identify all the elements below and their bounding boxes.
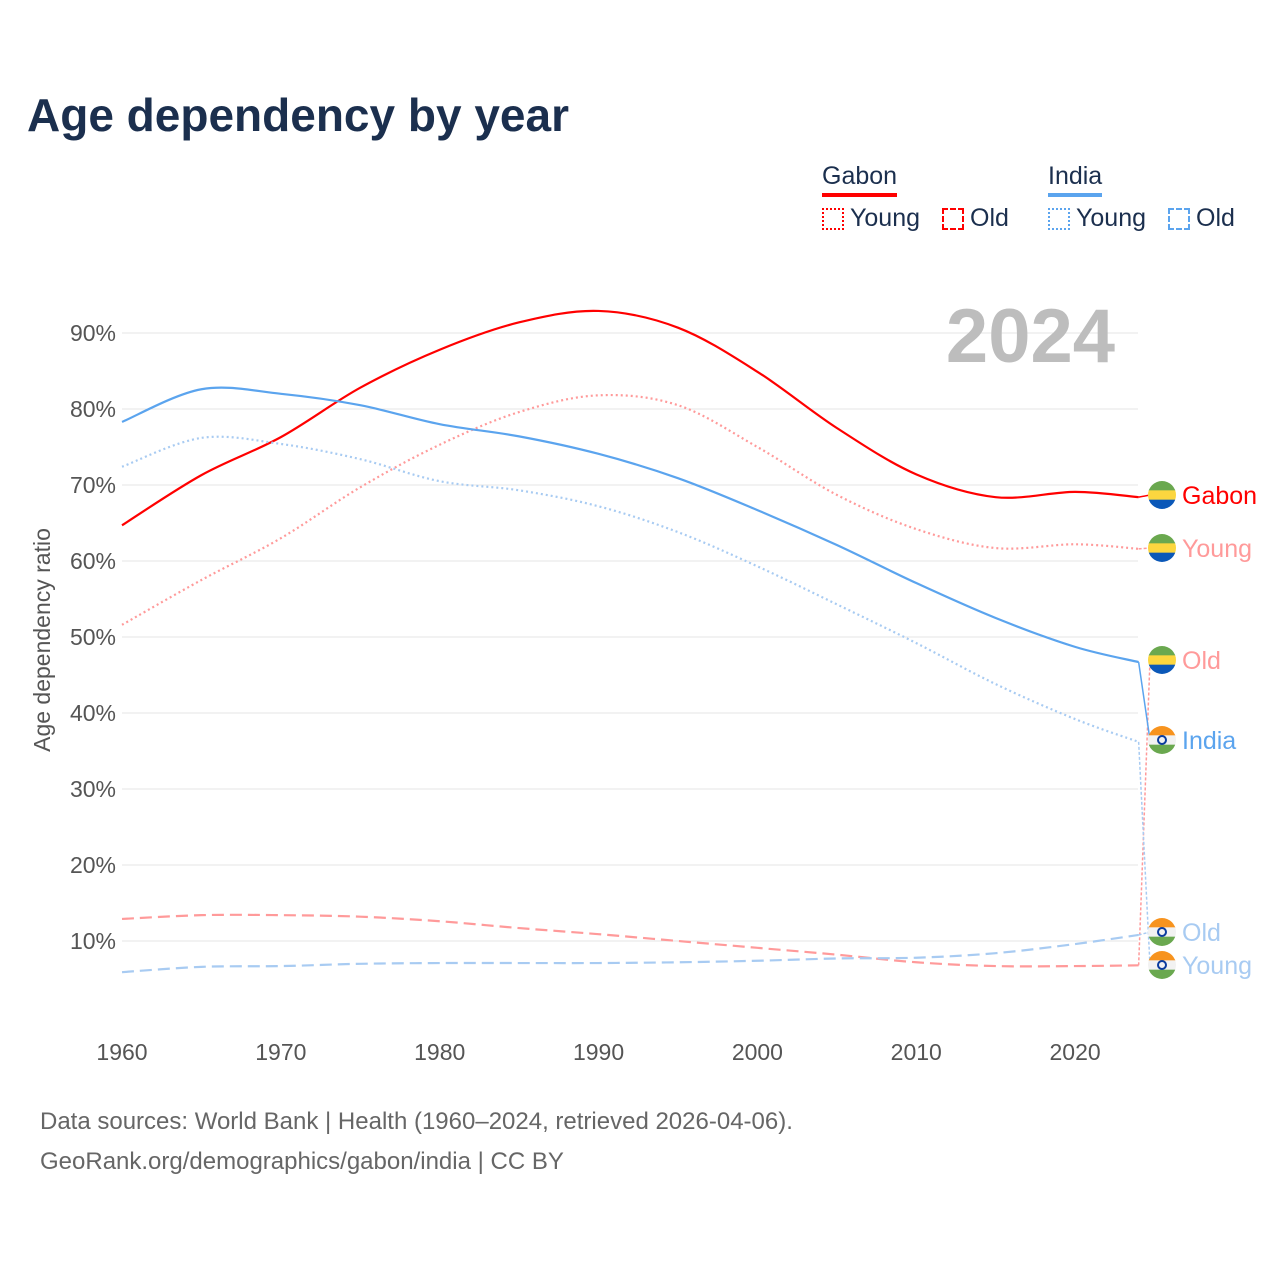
x-tick-label: 2000 [732, 1039, 783, 1065]
legend-gabon-young: Young [822, 204, 920, 233]
label-connector [1138, 931, 1151, 936]
legend-india: India [1048, 162, 1103, 197]
source-url: GeoRank.org/demographics/gabon/india | C… [40, 1148, 564, 1175]
y-axis-label: Age dependency ratio [29, 528, 55, 752]
series-line-india [121, 386, 1139, 664]
series-end-label: Gabon [1182, 482, 1257, 510]
india-flag-icon [1148, 918, 1176, 946]
year-watermark: 2024 [946, 294, 1115, 379]
dotted-swatch-icon [1048, 207, 1070, 230]
source-text: Data sources: World Bank | Health (1960–… [40, 1108, 793, 1135]
legend-india-old: Old [1168, 204, 1235, 233]
legend-label: Old [970, 204, 1009, 232]
series-line-india-young [121, 435, 1140, 743]
y-tick-label: 90% [70, 320, 116, 346]
label-connector [1137, 659, 1151, 966]
legend-gabon-old: Old [942, 204, 1009, 233]
series-end-label: India [1182, 727, 1236, 755]
x-tick-label: 1980 [414, 1039, 465, 1065]
y-tick-label: 80% [70, 396, 116, 422]
x-tick-label: 1960 [96, 1039, 147, 1065]
y-tick-label: 20% [70, 852, 116, 878]
y-tick-label: 50% [70, 624, 116, 650]
series-line-gabon [121, 309, 1139, 527]
legend-gabon: Gabon [822, 162, 898, 197]
y-tick-label: 60% [70, 548, 116, 574]
y-tick-label: 10% [70, 928, 116, 954]
india-flag-icon [1148, 726, 1176, 754]
x-tick-label: 1990 [573, 1039, 624, 1065]
dashed-swatch-icon [942, 207, 964, 230]
series-line-india-old [121, 933, 1139, 974]
label-connector [1137, 661, 1151, 741]
label-connector [1138, 547, 1151, 550]
x-tick-label: 2010 [891, 1039, 942, 1065]
x-tick-label: 1970 [255, 1039, 306, 1065]
x-tick-label: 2020 [1050, 1039, 1101, 1065]
legend-label: Young [850, 204, 920, 232]
series-end-label: Old [1182, 647, 1221, 675]
gabon-flag-icon [1148, 534, 1176, 562]
series-line-gabon-old [121, 913, 1139, 968]
series-line-gabon-young [121, 393, 1139, 626]
gabon-flag-icon [1148, 481, 1176, 509]
legend-label: Old [1196, 204, 1235, 232]
dashed-swatch-icon [1168, 207, 1190, 230]
series-end-label: Young [1182, 535, 1252, 563]
india-flag-icon [1148, 951, 1176, 979]
y-tick-label: 30% [70, 776, 116, 802]
legend-label: Young [1076, 204, 1146, 232]
chart-title: Age dependency by year [27, 89, 569, 141]
series-end-label: Old [1182, 919, 1221, 947]
legend-india-young: Young [1048, 204, 1146, 233]
label-connector [1137, 741, 1151, 966]
y-tick-label: 40% [70, 700, 116, 726]
series-end-label: Young [1182, 952, 1252, 980]
dotted-swatch-icon [822, 207, 844, 230]
y-tick-label: 70% [70, 472, 116, 498]
gabon-flag-icon [1148, 646, 1176, 674]
